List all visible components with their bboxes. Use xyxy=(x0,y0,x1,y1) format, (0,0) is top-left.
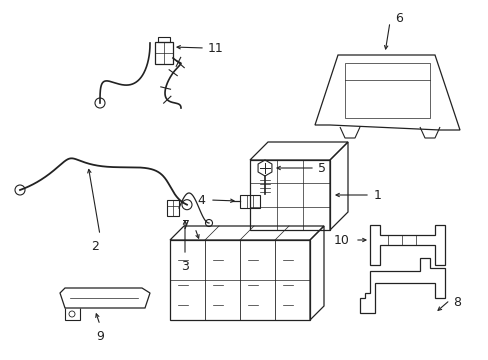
Bar xyxy=(155,42,173,64)
Text: 4: 4 xyxy=(197,194,204,207)
Bar xyxy=(158,37,170,42)
Text: 10: 10 xyxy=(333,234,349,247)
Text: 3: 3 xyxy=(181,260,188,273)
Text: 2: 2 xyxy=(91,240,99,253)
Text: 1: 1 xyxy=(373,189,381,202)
Text: 5: 5 xyxy=(317,162,325,175)
Text: 8: 8 xyxy=(452,297,460,310)
Bar xyxy=(345,63,429,118)
Text: 9: 9 xyxy=(96,330,104,343)
Bar xyxy=(240,195,260,208)
Bar xyxy=(170,240,309,320)
Bar xyxy=(167,200,179,216)
Text: 6: 6 xyxy=(394,12,402,24)
Text: 11: 11 xyxy=(207,41,224,54)
Bar xyxy=(249,160,329,230)
Text: 7: 7 xyxy=(182,219,190,231)
